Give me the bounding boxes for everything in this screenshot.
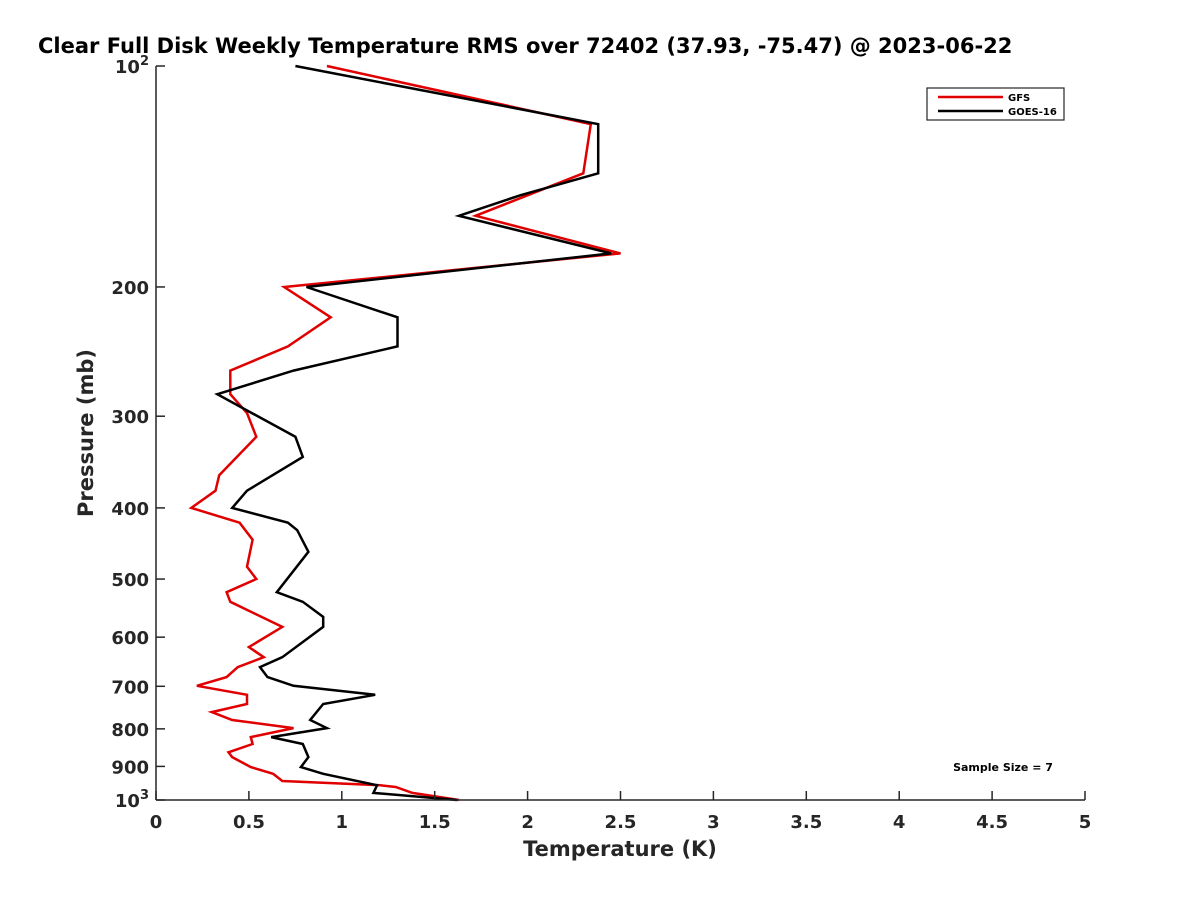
legend: GFS GOES-16 <box>926 87 1065 121</box>
y-ticks: 102 200 300 400 500 600 700 800 900 103 <box>111 54 165 812</box>
y-tick-label: 400 <box>111 499 149 520</box>
x-tick-label: 4.5 <box>976 812 1008 833</box>
x-axis-label: Temperature (K) <box>523 837 717 861</box>
y-tick-label: 103 <box>115 788 149 812</box>
x-tick-label: 0.5 <box>233 812 265 833</box>
y-tick-label: 900 <box>111 757 149 778</box>
chart-title: Clear Full Disk Weekly Temperature RMS o… <box>38 34 1012 58</box>
legend-label-goes16: GOES-16 <box>1008 107 1057 118</box>
x-tick-label: 2 <box>521 812 534 833</box>
x-tick-label: 3 <box>707 812 720 833</box>
y-axis-label: Pressure (mb) <box>74 349 98 517</box>
legend-label-gfs: GFS <box>1008 93 1030 104</box>
x-tick-label: 1.5 <box>419 812 451 833</box>
x-tick-label: 0 <box>150 812 163 833</box>
y-tick-label: 300 <box>111 407 149 428</box>
y-tick-label: 102 <box>115 54 149 78</box>
series-line-gfs <box>188 64 621 802</box>
y-tick-label: 500 <box>111 570 149 591</box>
y-tick-label: 800 <box>111 720 149 741</box>
y-tick-label: 600 <box>111 628 149 649</box>
series-layer <box>188 64 621 802</box>
x-tick-label: 5 <box>1079 812 1092 833</box>
y-tick-label: 200 <box>111 278 149 299</box>
y-tick-label: 700 <box>111 677 149 698</box>
sample-size-annotation: Sample Size = 7 <box>953 761 1053 774</box>
x-tick-label: 4 <box>893 812 906 833</box>
x-tick-label: 1 <box>336 812 349 833</box>
x-tick-label: 3.5 <box>790 812 822 833</box>
x-ticks: 0 0.5 1 1.5 2 2.5 3 3.5 4 4.5 5 <box>150 791 1092 833</box>
x-tick-label: 2.5 <box>605 812 637 833</box>
series-line-goes16 <box>214 64 612 802</box>
legend-box <box>926 87 1065 121</box>
